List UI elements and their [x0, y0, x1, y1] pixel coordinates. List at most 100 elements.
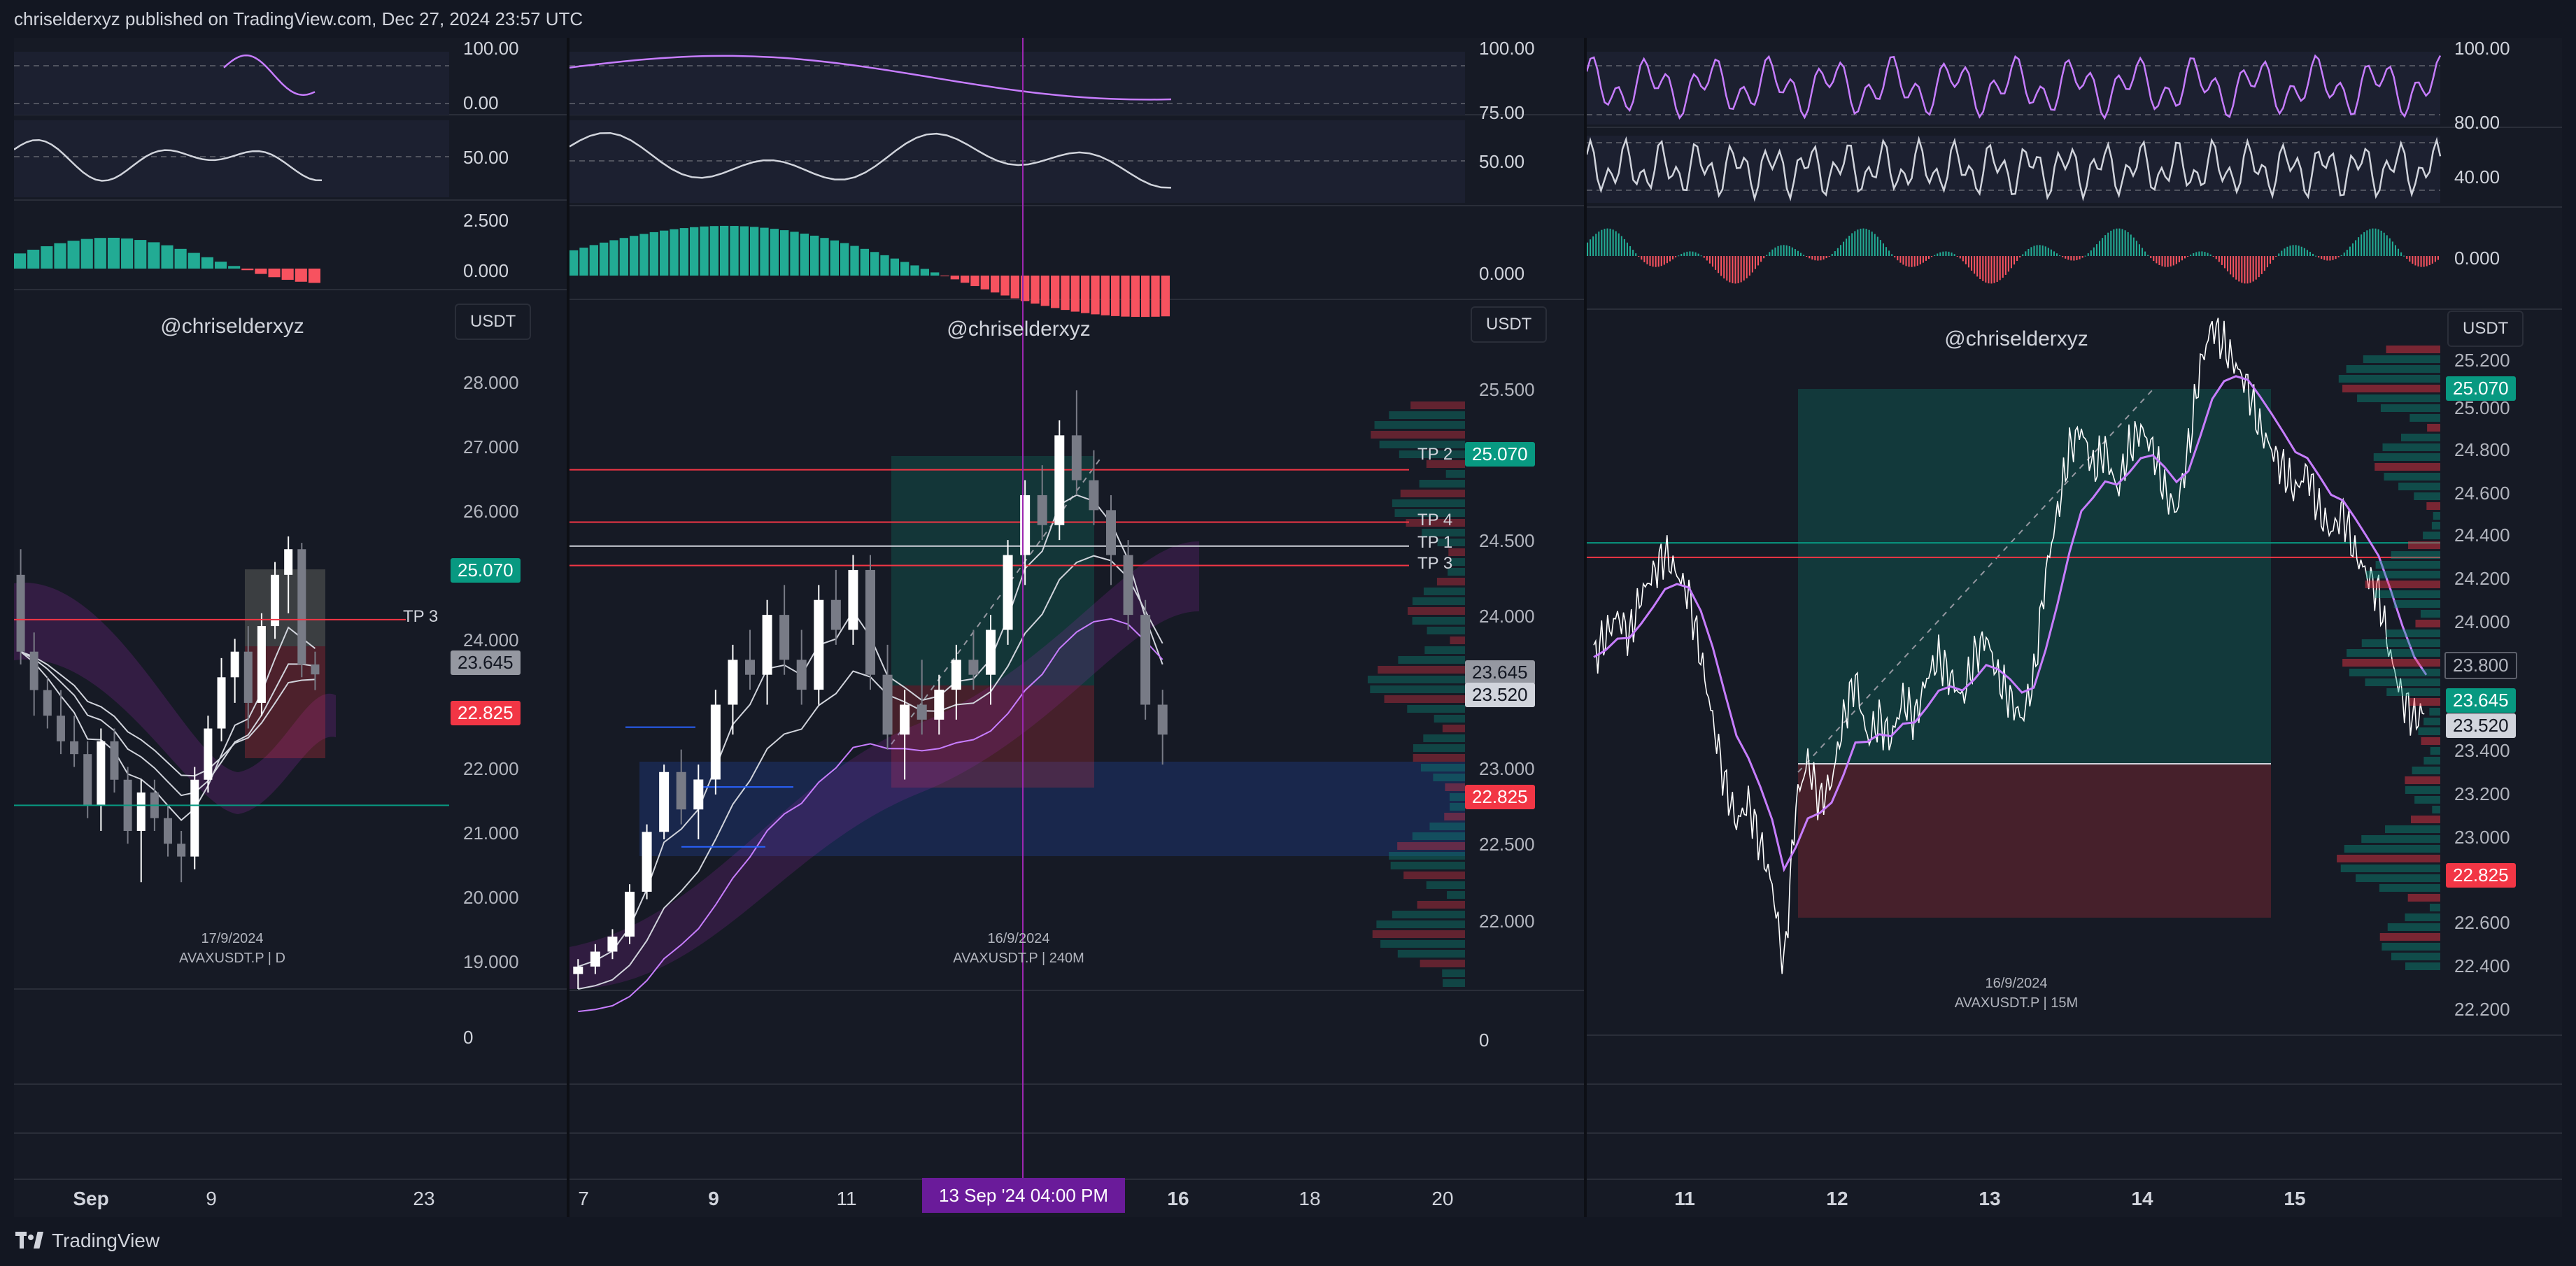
volume-profile-bar [2349, 669, 2440, 676]
volume-profile-bar [2384, 473, 2440, 481]
histogram-bar [1788, 246, 1790, 256]
histogram-bar [107, 237, 120, 269]
histogram-bar [1811, 256, 1813, 260]
volume-profile-bar [2427, 424, 2440, 432]
chart-canvas-240m[interactable] [569, 38, 1584, 1217]
histogram-bar [2326, 256, 2328, 261]
histogram-bar [1091, 276, 1100, 315]
histogram-bar [1817, 256, 1819, 261]
volume-profile-bar [2386, 630, 2440, 637]
panel-separator[interactable] [1584, 38, 1587, 1217]
histogram-bar [2073, 256, 2075, 261]
tradingview-footer[interactable]: TradingView [15, 1230, 160, 1252]
time-tick: 7 [578, 1188, 589, 1209]
osc2-level: 50.00 [1479, 151, 1525, 172]
histogram-bar [1999, 256, 2001, 280]
currency-button[interactable]: USDT [1471, 306, 1548, 343]
histogram-bar [2281, 250, 2283, 256]
volume-profile-bar [2410, 816, 2440, 823]
histogram-bar [2389, 238, 2391, 256]
histogram-bar [1757, 256, 1760, 266]
chart-panel-daily[interactable]: 100.00 0.00 50.00 2.500 0.000 USDT @chri… [14, 38, 567, 1217]
osc1-level-top: 100.00 [463, 38, 519, 59]
volume-profile-bar [1426, 881, 1465, 889]
h4-candle-body [693, 779, 704, 810]
volume-profile-bar [2405, 786, 2440, 794]
histogram-bar [2417, 256, 2419, 266]
price-level: 28.000 [463, 372, 519, 393]
histogram-bar [255, 269, 267, 274]
histogram-bar [950, 276, 959, 280]
histogram-bar [1837, 248, 1839, 256]
time-tick: 20 [1431, 1188, 1454, 1209]
histogram-bar [1974, 256, 1976, 274]
volume-profile-bar [1400, 490, 1465, 497]
h4-candle-body [1071, 435, 1082, 481]
histogram-bar [2377, 229, 2379, 256]
panel-separator[interactable] [567, 38, 569, 1217]
histogram-bar [1831, 253, 1833, 256]
time-tick: Sep [73, 1188, 109, 1209]
volume-profile-bar [1419, 480, 1465, 488]
histogram-bar [2175, 256, 2177, 264]
volume-profile-bar [2361, 639, 2440, 647]
volume-profile-bar [2405, 962, 2440, 970]
volume-profile-bar [1447, 891, 1465, 899]
histogram-bar [2087, 253, 2089, 256]
currency-button[interactable]: USDT [455, 304, 532, 340]
histogram-bar [1851, 233, 1853, 256]
histogram-bar [2343, 253, 2345, 256]
histogram-bar [2335, 256, 2337, 259]
volume-profile-bar [2337, 855, 2440, 862]
histogram-bar [1723, 256, 1725, 279]
h4-candle-body [830, 599, 841, 630]
histogram-bar [1916, 256, 1918, 266]
histogram-bar [2286, 246, 2288, 256]
daily-candle-body [56, 716, 65, 741]
histogram-bar [241, 269, 254, 271]
h4-candle-body [951, 660, 961, 690]
chart-canvas-15m[interactable] [1587, 38, 2562, 1217]
histogram-bar [1638, 256, 1640, 257]
volume-profile-bar [2385, 825, 2440, 833]
histogram-bar [2178, 256, 2180, 262]
histogram-bar [2124, 230, 2126, 256]
histogram-bar [2375, 228, 2377, 256]
histogram-bar [2158, 256, 2160, 265]
histogram-bar [2369, 229, 2371, 256]
volume-profile-bar [2373, 453, 2440, 461]
osc1-band [569, 52, 1465, 115]
price-level: 22.200 [2454, 999, 2510, 1020]
histogram-bar [1743, 256, 1745, 281]
histogram-bar [2033, 246, 2035, 256]
time-tick: 9 [206, 1188, 217, 1209]
price-tag-lower: 22.825 [451, 701, 521, 725]
histogram-bar [1031, 276, 1040, 304]
chart-canvas-daily[interactable] [14, 38, 567, 1217]
histogram-bar [94, 238, 106, 269]
currency-button[interactable]: USDT [2447, 311, 2524, 347]
volume-profile-bar [2365, 571, 2440, 578]
histogram-bar [890, 258, 899, 276]
histogram-bar [134, 240, 147, 269]
histogram-bar [709, 226, 719, 276]
histogram-bar [2361, 234, 2363, 256]
osc2-level-bottom: 40.00 [2454, 166, 2500, 187]
histogram-bar [1953, 254, 1955, 256]
crosshair-time-label: 13 Sep '24 04:00 PM [922, 1178, 1125, 1213]
volume-profile-bar [1423, 588, 1465, 595]
histogram-bar [1797, 250, 1799, 256]
histogram-bar [1993, 256, 1995, 283]
volume-profile-bar [1389, 411, 1465, 419]
histogram-bar [228, 266, 241, 269]
histogram-bar [2170, 256, 2172, 266]
histogram-bar [1876, 236, 1878, 256]
histogram-bar [790, 232, 799, 276]
histogram-bar [1070, 276, 1080, 312]
chart-panel-15m[interactable]: 100.00 80.00 40.00 0.000 USDT @chriselde… [1587, 38, 2562, 1217]
histogram-bar [2386, 235, 2388, 256]
volume-profile-bar [2407, 894, 2440, 902]
chart-panel-240m[interactable]: 100.00 75.00 50.00 0.000 USDT @chriselde… [569, 38, 1584, 1217]
volume-profile-bar [1380, 940, 1465, 948]
histogram-bar [880, 255, 889, 276]
